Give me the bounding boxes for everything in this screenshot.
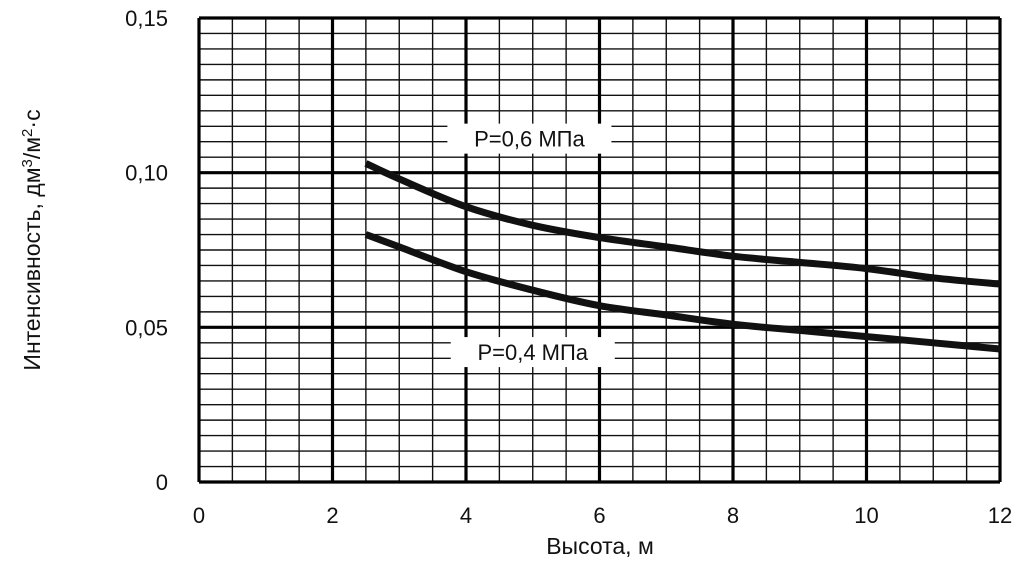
series-label-bg-1 — [450, 337, 615, 368]
x-tick-label: 8 — [727, 503, 739, 528]
x-tick-label: 12 — [988, 503, 1012, 528]
series-layer — [364, 160, 1001, 353]
y-tick-label: 0 — [156, 470, 168, 495]
series-label-bg-0 — [447, 123, 612, 154]
y-tick-label: 0,10 — [125, 161, 168, 186]
x-axis-title: Высота, м — [546, 533, 654, 559]
y-axis-title-main: Интенсивность, дм — [19, 167, 45, 370]
series-line-0 — [364, 160, 1001, 288]
y-tick-label: 0,05 — [125, 315, 168, 340]
x-tick-label: 4 — [460, 503, 472, 528]
series-label-0: P=0,6 МПа — [474, 127, 585, 152]
y-tick-label: 0,15 — [125, 6, 168, 31]
x-tick-label: 6 — [593, 503, 605, 528]
y-axis-title-sup2: 2 — [19, 129, 36, 137]
y-tick-labels: 0 0,05 0,10 0,15 — [125, 6, 168, 495]
x-tick-label: 2 — [326, 503, 338, 528]
y-axis-title-sup1: 3 — [19, 159, 36, 167]
x-tick-label: 0 — [193, 503, 205, 528]
series-line-1 — [364, 231, 1001, 353]
y-axis-title: Интенсивность, дм3/м2·с — [19, 109, 46, 370]
annotation-layer: P=0,6 МПа P=0,4 МПа — [447, 123, 615, 368]
major-gridlines — [197, 16, 1002, 484]
y-axis-title-mid: /м — [19, 137, 45, 159]
series-label-1: P=0,4 МПа — [477, 340, 588, 365]
y-axis-title-tail: ·с — [19, 109, 45, 128]
x-tick-label: 10 — [854, 503, 878, 528]
x-tick-labels: 0 2 4 6 8 10 12 — [193, 503, 1012, 528]
